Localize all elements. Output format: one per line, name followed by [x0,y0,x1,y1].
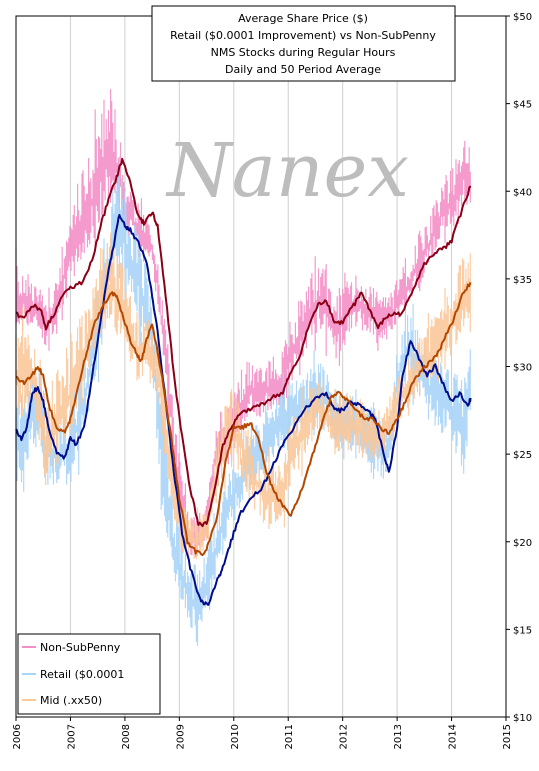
y-tick-label-20: $20 [513,538,532,549]
y-tick-label-35: $35 [513,275,532,286]
vertical-grid [69,16,453,717]
y-axis: $10 $15 $20 $25 $30 $35 $40 $45 $50 [506,12,532,724]
legend-label-retail: Retail ($0.0001 [40,668,124,681]
legend-frame [17,633,161,715]
y-tick-label-40: $40 [513,187,532,198]
y-tick-label-10: $10 [513,713,532,724]
y-tick-label-30: $30 [513,363,532,374]
x-tick-label-2007: 2007 [66,724,77,749]
x-tick-label-2010: 2010 [230,724,241,749]
legend-label-mid: Mid (.xx50) [40,694,102,707]
title-box-frame [151,5,456,82]
y-tick-label-50: $50 [513,12,532,23]
x-tick-label-2014: 2014 [448,724,459,749]
x-tick-label-2008: 2008 [121,724,132,749]
legend-label-non-subpenny: Non-SubPenny [40,641,121,654]
x-tick-label-2009: 2009 [175,724,186,749]
x-tick-label-2011: 2011 [284,724,295,749]
avg-line-retail-0-0001 [15,214,472,606]
y-tick-label-15: $15 [513,625,532,636]
y-tick-label-45: $45 [513,100,532,111]
title-box: Average Share Price ($) Retail ($0.0001 … [151,5,456,82]
watermark: Nanex [165,128,409,214]
x-axis: 2006 2007 2008 2009 2010 2011 2012 2013 2014 2015 [12,717,513,749]
title-line-2: Retail ($0.0001 Improvement) vs Non-SubP… [170,29,436,42]
x-tick-label-2012: 2012 [339,724,350,749]
average-lines [15,157,472,606]
title-line-3: NMS Stocks during Regular Hours [211,46,396,59]
title-line-4: Daily and 50 Period Average [225,63,381,76]
title-line-1: Average Share Price ($) [238,12,368,25]
x-tick-label-2013: 2013 [393,724,404,749]
x-tick-label-2006: 2006 [12,724,23,749]
x-tick-label-2015: 2015 [502,724,513,749]
avg-line-non-subpenny [15,157,472,528]
legend: Non-SubPenny Retail ($0.0001 Mid (.xx50) [17,633,161,715]
y-tick-label-25: $25 [513,450,532,461]
avg-line-mid-xx50 [15,282,472,557]
